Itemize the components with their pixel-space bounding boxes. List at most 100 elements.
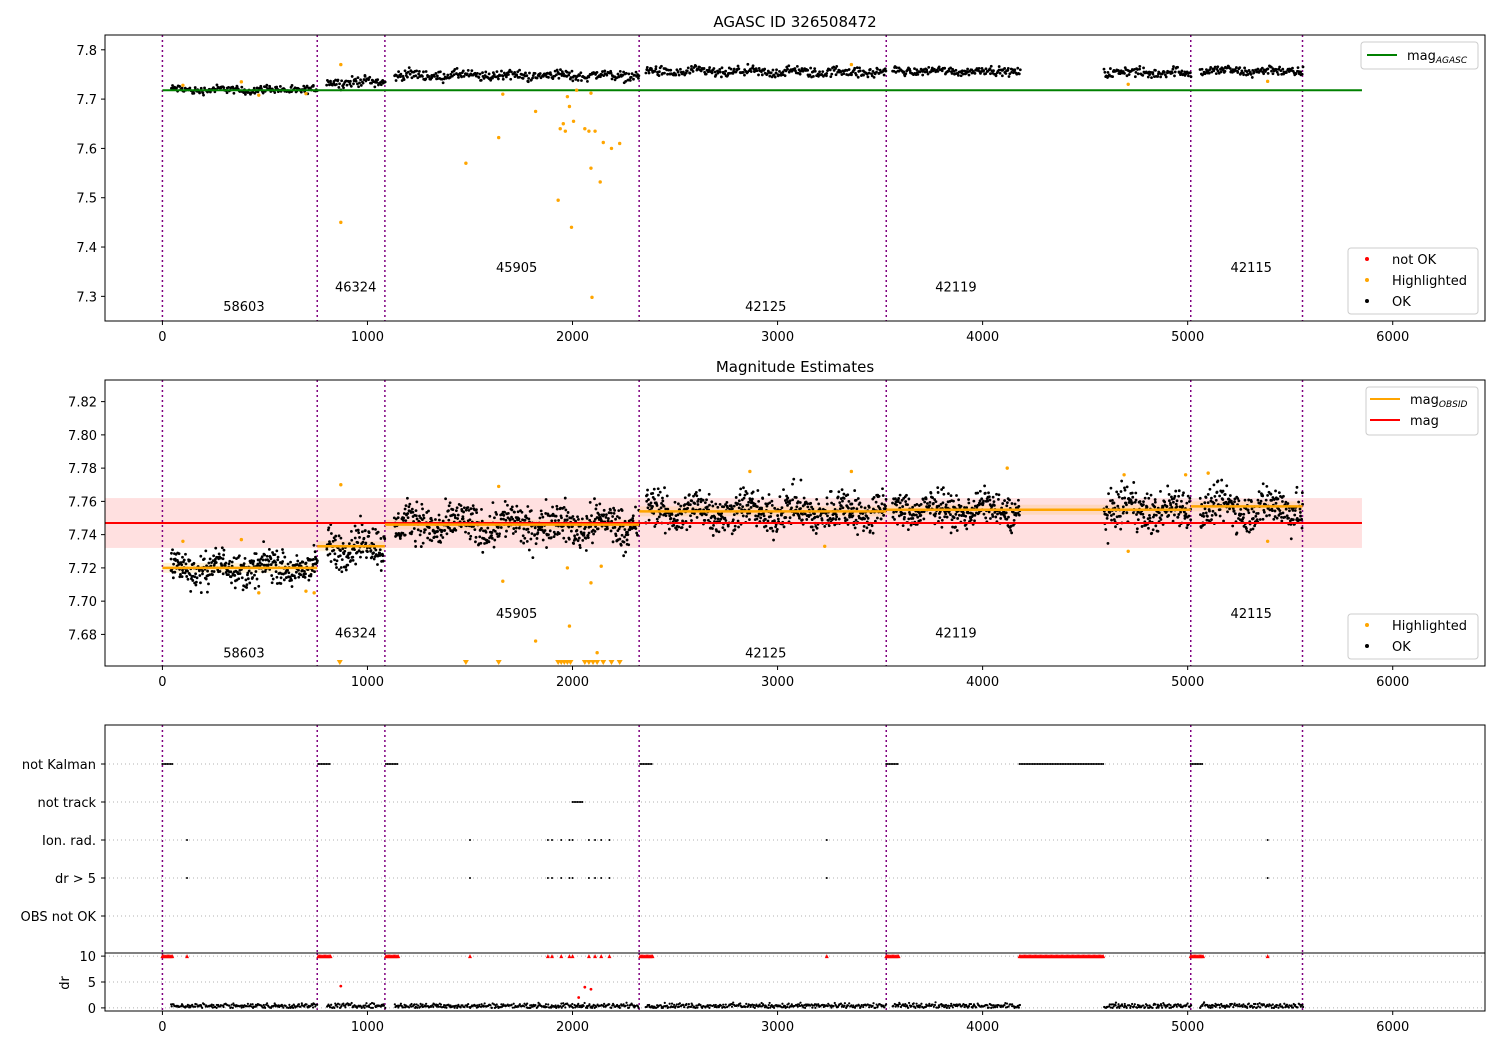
p2-ok-point xyxy=(410,530,414,534)
p2-ok-point xyxy=(364,541,368,545)
p4-dr-point xyxy=(950,1002,953,1005)
p2-highlighted-point xyxy=(339,483,343,487)
p2-ok-point xyxy=(852,506,855,510)
p2-ok-point xyxy=(328,540,331,544)
p2-ok-point xyxy=(725,501,729,504)
p2-ok-point xyxy=(333,538,337,542)
p2-ok-point xyxy=(262,540,266,543)
p1-ok-point xyxy=(1107,73,1111,77)
p1-ok-point xyxy=(587,75,591,79)
p2-ok-point xyxy=(238,572,242,575)
p1-ok-point xyxy=(1004,72,1008,75)
p2-ok-point xyxy=(233,574,237,577)
p2-highlighted-point xyxy=(589,581,593,585)
p4-dr-point xyxy=(872,1002,875,1005)
p2-ok-point xyxy=(1149,493,1153,497)
p2-ok-point xyxy=(560,516,563,520)
p2-ok-point xyxy=(594,507,598,511)
p4-dr-point xyxy=(608,1003,611,1006)
p4-dr-point xyxy=(846,1004,850,1007)
p1-ok-point xyxy=(557,72,561,76)
p2-ok-point xyxy=(553,519,557,523)
p2-ok-point xyxy=(1147,496,1151,500)
p1-ok-point xyxy=(785,65,789,69)
p2-ok-point xyxy=(347,542,351,546)
p2-ok-point xyxy=(258,561,262,565)
p2-ok-point xyxy=(915,503,919,506)
p2-ok-point xyxy=(614,534,618,537)
p1-ok-point xyxy=(757,73,760,77)
p1-ok-point xyxy=(755,69,759,73)
p1-ok-point xyxy=(1233,69,1237,72)
p4-dr-point xyxy=(577,1002,580,1005)
p2-ok-point xyxy=(1212,483,1216,487)
p2-ok-point xyxy=(362,536,366,540)
p2-ok-point xyxy=(919,518,922,522)
p2-ok-point xyxy=(201,569,205,573)
p2-ok-point xyxy=(837,490,841,494)
p2-ok-point xyxy=(687,493,691,497)
p2-ok-point xyxy=(1270,509,1274,513)
p2-ok-point xyxy=(194,580,198,584)
p1-ok-point xyxy=(252,86,256,90)
p1-ok-point xyxy=(311,84,315,87)
p2-ok-point xyxy=(333,552,337,556)
p2-ok-point xyxy=(558,532,561,535)
p2-ok-point xyxy=(938,516,942,520)
p1-ok-point xyxy=(406,75,409,79)
p2-ok-point xyxy=(1118,514,1122,518)
p2-ok-point xyxy=(541,515,545,519)
p2-ok-point xyxy=(337,534,341,538)
p2-ok-point xyxy=(179,561,183,564)
p2-ok-point xyxy=(992,500,996,504)
p4-dr-point xyxy=(545,1005,548,1009)
p2-ok-point xyxy=(353,548,356,552)
p4-dr-point xyxy=(297,1003,301,1006)
p1-ok-point xyxy=(674,73,678,77)
p4-dr-point xyxy=(625,1001,628,1004)
p1-ok-point xyxy=(1141,73,1145,77)
p2-ok-point xyxy=(1143,496,1147,500)
p4-dr-point xyxy=(382,1004,386,1007)
p2-ok-point xyxy=(1204,496,1208,499)
p1-ok-point xyxy=(457,75,460,79)
p2-ok-point xyxy=(347,556,350,560)
p2-ok-point xyxy=(778,495,782,499)
p2-ok-point xyxy=(624,550,628,554)
p2-ok-point xyxy=(332,548,336,552)
p2-ok-point xyxy=(1285,514,1289,518)
p1-ok-point xyxy=(465,72,469,76)
p2-ok-point xyxy=(862,529,865,533)
p1-ok-point xyxy=(518,75,522,79)
p2-ok-point xyxy=(1213,494,1217,498)
p2-ok-point xyxy=(924,497,928,501)
p2-ok-point xyxy=(510,505,514,509)
p1-ok-point xyxy=(461,69,465,73)
p2-ok-point xyxy=(1135,527,1139,531)
p2-ok-point xyxy=(800,518,804,522)
p2-ok-point xyxy=(704,513,708,517)
p1-ok-point xyxy=(943,66,947,70)
p2-ok-point xyxy=(1111,498,1114,502)
p2-ok-point xyxy=(426,536,430,540)
p2-ok-point xyxy=(1203,501,1207,505)
p2-ok-point xyxy=(765,529,769,533)
p1-ok-point xyxy=(576,79,580,82)
p2-ok-point xyxy=(206,569,209,573)
p4-dr-point xyxy=(910,1004,913,1008)
p1-highlighted-point xyxy=(501,92,505,96)
p1-ok-point xyxy=(178,85,182,88)
p2-ok-point xyxy=(420,502,424,506)
p4-dr-point xyxy=(365,1002,368,1005)
p1-ok-point xyxy=(723,72,727,76)
p2-ok-point xyxy=(246,571,250,575)
p2-ok-point xyxy=(1116,504,1120,508)
p2-ok-point xyxy=(301,568,304,572)
p2-ok-point xyxy=(315,559,319,563)
panel-magnitude-estimates: Magnitude Estimates 58603463244590542125… xyxy=(68,358,1486,690)
p1-ok-point xyxy=(438,70,442,74)
p2-ok-point xyxy=(1272,517,1276,521)
p2-ok-point xyxy=(764,517,767,521)
p2-highlighted-point xyxy=(312,591,316,595)
p2-ok-point xyxy=(1120,479,1124,483)
